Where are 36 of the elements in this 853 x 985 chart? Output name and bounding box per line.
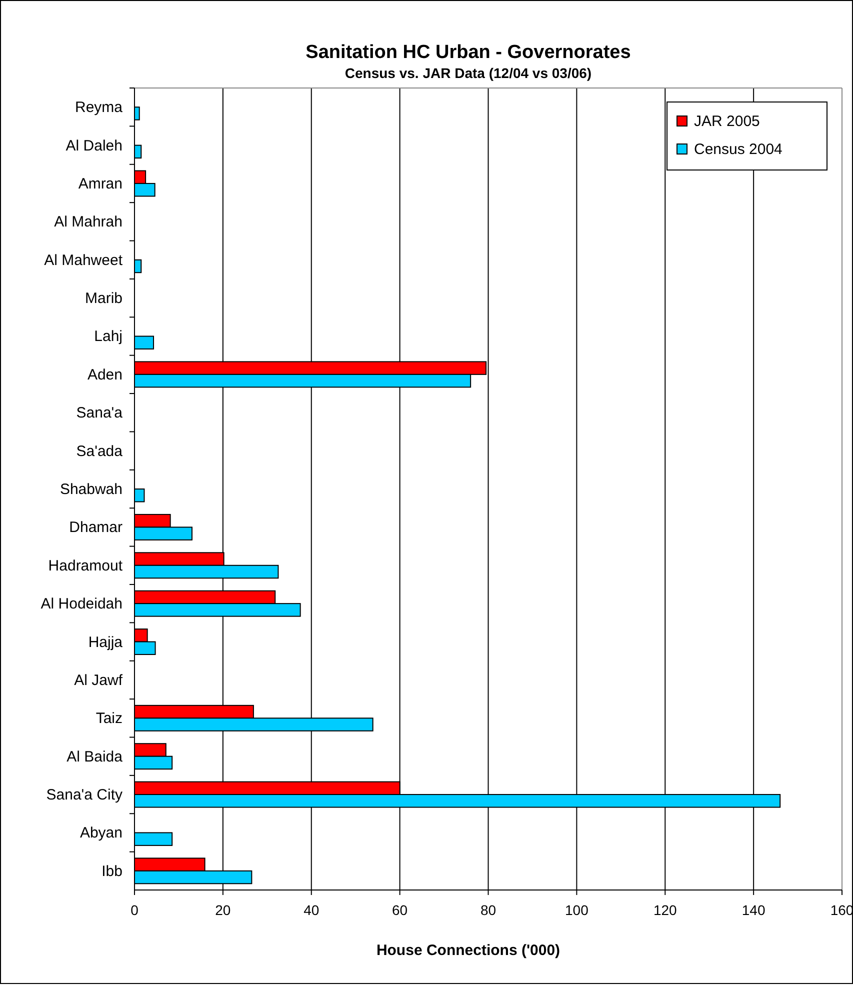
y-tick-label: Al Baida: [66, 748, 124, 766]
legend-label: Census 2004: [694, 141, 782, 158]
y-tick-label: Abyan: [80, 824, 122, 842]
y-tick-label: Al Hodeidah: [40, 596, 122, 613]
x-tick-label: 20: [215, 902, 231, 918]
y-tick-label: Ibb: [102, 862, 122, 880]
chart-title: Sanitation HC Urban - Governorates: [306, 42, 631, 63]
y-tick-label: Shabwah: [60, 481, 122, 498]
y-tick-label: Al Mahrah: [54, 214, 122, 231]
y-tick-label: Hadramout: [48, 557, 124, 574]
y-tick-label: Al Jawf: [74, 672, 124, 689]
y-tick-label: Reyma: [74, 99, 124, 116]
y-tick-label: Sa'ada: [76, 442, 124, 460]
bar: [134, 336, 154, 350]
y-tick-label: Amran: [78, 175, 122, 192]
x-tick-label: 0: [130, 902, 139, 918]
y-tick-label: Sana'a: [76, 404, 124, 422]
y-tick-label: Hajja: [88, 634, 124, 651]
x-axis-title: House Connections ('000): [376, 942, 560, 959]
y-tick-label: Al Mahweet: [44, 252, 124, 269]
x-tick-label: 100: [565, 902, 589, 918]
x-tick-label: 140: [742, 902, 766, 918]
legend-label: JAR 2005: [694, 113, 760, 130]
y-tick-label: Sana'a City: [46, 786, 123, 804]
y-tick-label: Lahj: [94, 328, 122, 346]
x-tick-label: 80: [480, 902, 496, 918]
y-tick-label: Marib: [84, 290, 122, 308]
x-tick-label: 120: [653, 902, 678, 918]
y-tick-label: Dhamar: [69, 519, 122, 536]
bar: [134, 832, 173, 846]
y-tick-label: Taiz: [96, 710, 122, 728]
y-tick-label: Aden: [87, 366, 122, 384]
chart-subtitle: Census vs. JAR Data (12/04 vs 03/06): [344, 65, 592, 81]
x-tick-label: 60: [392, 902, 408, 918]
y-tick-label: Al Daleh: [66, 137, 122, 154]
x-tick-label: 40: [304, 902, 320, 918]
